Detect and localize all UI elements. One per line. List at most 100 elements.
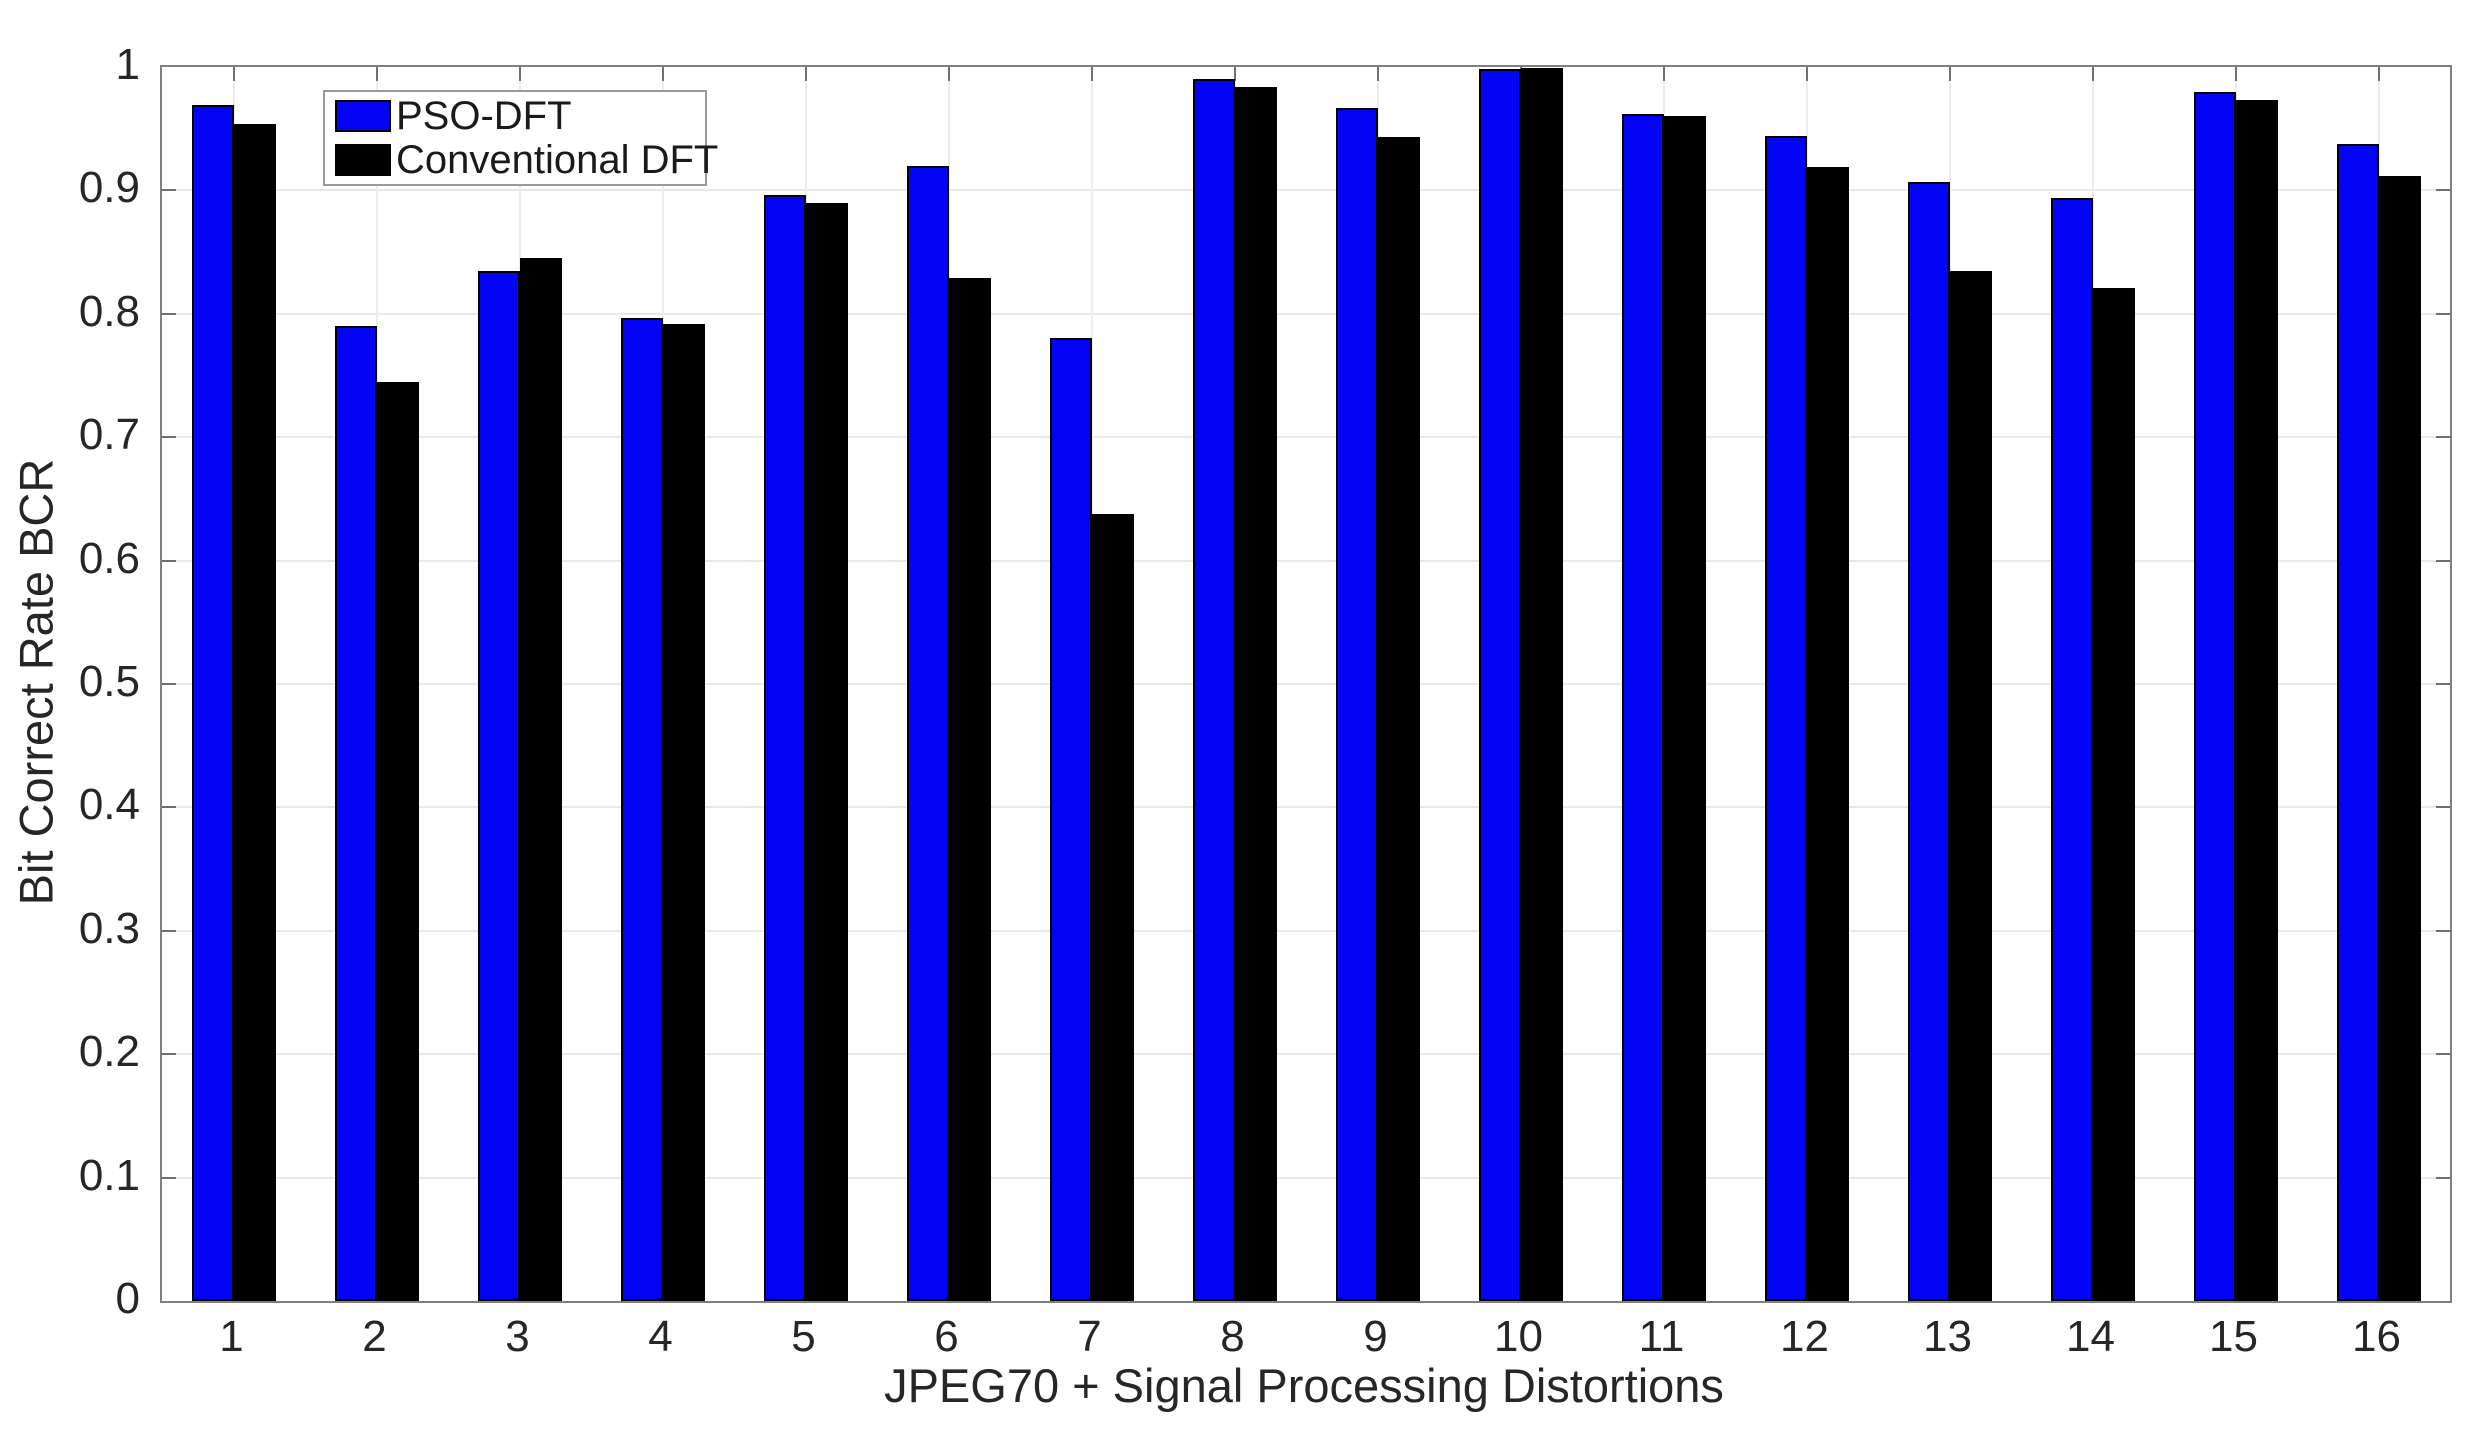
x-axis-label: JPEG70 + Signal Processing Distortions xyxy=(884,1359,1724,1412)
y-gridline xyxy=(162,189,2450,192)
bar-conventional-dft xyxy=(1234,87,1277,1301)
y-tick-mark-right xyxy=(2436,806,2450,809)
y-tick-label: 0.6 xyxy=(78,533,140,583)
y-tick-mark-left xyxy=(162,1176,176,1179)
bar-conventional-dft xyxy=(233,124,276,1301)
x-tick-mark-top xyxy=(2091,67,2094,81)
x-tick-mark-top xyxy=(661,67,664,81)
x-tick-label: 2 xyxy=(362,1312,387,1361)
bar-pso-dft xyxy=(906,166,949,1301)
x-tick-label: 12 xyxy=(1780,1312,1829,1361)
y-tick-mark-left xyxy=(162,312,176,315)
bar-pso-dft xyxy=(1907,182,1950,1301)
bar-pso-dft xyxy=(334,326,377,1301)
y-tick-mark-right xyxy=(2436,1053,2450,1056)
y-gridline xyxy=(162,1053,2450,1056)
x-tick-label: 15 xyxy=(2209,1312,2258,1361)
legend: PSO-DFT Conventional DFT xyxy=(323,90,718,186)
y-tick-mark-right xyxy=(2436,312,2450,315)
x-tick-mark-top xyxy=(518,67,521,81)
x-tick-mark-top xyxy=(804,67,807,81)
x-tick-label: 14 xyxy=(2066,1312,2115,1361)
bar-conventional-dft xyxy=(2378,176,2421,1301)
bar-pso-dft xyxy=(1049,338,1092,1301)
y-gridline xyxy=(162,436,2450,439)
x-tick-label: 13 xyxy=(1923,1312,1972,1361)
bar-pso-dft xyxy=(1478,69,1521,1301)
y-tick-mark-right xyxy=(2436,559,2450,562)
bar-pso-dft xyxy=(2336,144,2379,1301)
x-tick-label: 4 xyxy=(648,1312,673,1361)
y-tick-label: 0.3 xyxy=(78,903,140,953)
y-tick-label: 0 xyxy=(115,1274,140,1323)
y-gridline xyxy=(162,1176,2450,1179)
bar-pso-dft xyxy=(1621,114,1664,1301)
bar-pso-dft xyxy=(1764,136,1807,1301)
bar-pso-dft xyxy=(477,271,520,1301)
y-tick-mark-right xyxy=(2436,436,2450,439)
y-tick-label: 0.5 xyxy=(78,657,140,706)
legend-entry-conventional-dft: Conventional DFT xyxy=(335,140,718,180)
x-tick-label: 5 xyxy=(791,1312,816,1361)
y-tick-mark-right xyxy=(2436,189,2450,192)
legend-entry-pso-dft: PSO-DFT xyxy=(335,96,705,136)
legend-swatch-pso-dft xyxy=(335,100,391,132)
x-tick-label: 10 xyxy=(1494,1312,1543,1361)
y-tick-mark-left xyxy=(162,929,176,932)
y-gridline xyxy=(162,683,2450,685)
bar-pso-dft xyxy=(2193,92,2236,1301)
y-tick-mark-right xyxy=(2436,683,2450,685)
x-tick-mark-top xyxy=(375,67,378,81)
x-tick-label: 16 xyxy=(2352,1312,2401,1361)
bar-pso-dft xyxy=(1335,108,1378,1301)
x-tick-label: 11 xyxy=(1638,1312,1685,1361)
bar-conventional-dft xyxy=(1663,116,1706,1301)
bar-conventional-dft xyxy=(2235,100,2278,1301)
bar-conventional-dft xyxy=(662,324,705,1301)
y-tick-label: 0.7 xyxy=(78,410,140,460)
y-tick-mark-left xyxy=(162,436,176,439)
legend-label: Conventional DFT xyxy=(396,138,719,182)
bar-conventional-dft xyxy=(1091,514,1134,1301)
x-tick-mark-top xyxy=(232,67,235,81)
bar-conventional-dft xyxy=(2092,288,2135,1301)
x-tick-label: 6 xyxy=(934,1312,959,1361)
y-gridline xyxy=(162,929,2450,932)
x-tick-label: 9 xyxy=(1363,1312,1388,1361)
y-tick-mark-right xyxy=(2436,1176,2450,1179)
x-tick-mark-top xyxy=(1090,67,1093,81)
bar-conventional-dft xyxy=(805,203,848,1301)
bar-conventional-dft xyxy=(1520,68,1563,1301)
y-tick-label: 0.8 xyxy=(78,286,140,336)
y-tick-label: 0.1 xyxy=(78,1150,140,1200)
y-tick-mark-right xyxy=(2436,929,2450,932)
x-tick-mark-top xyxy=(1233,67,1236,81)
x-tick-label: 8 xyxy=(1220,1312,1245,1361)
x-tick-mark-top xyxy=(1805,67,1808,81)
y-tick-mark-left xyxy=(162,189,176,192)
bar-conventional-dft xyxy=(948,278,991,1301)
x-tick-mark-top xyxy=(2377,67,2380,81)
x-tick-mark-top xyxy=(1948,67,1951,81)
y-tick-label: 0.9 xyxy=(78,163,140,213)
x-tick-mark-top xyxy=(1662,67,1665,81)
y-tick-mark-left xyxy=(162,1053,176,1056)
bar-conventional-dft xyxy=(1949,271,1992,1301)
y-tick-label: 1 xyxy=(115,40,140,89)
y-tick-mark-left xyxy=(162,683,176,685)
y-tick-label: 0.4 xyxy=(78,780,140,830)
x-tick-label: 1 xyxy=(219,1312,244,1361)
bar-conventional-dft xyxy=(519,258,562,1301)
y-gridline xyxy=(162,559,2450,562)
plot-area xyxy=(160,65,2452,1303)
bar-conventional-dft xyxy=(376,382,419,1301)
bar-pso-dft xyxy=(620,318,663,1301)
legend-label: PSO-DFT xyxy=(396,94,572,138)
bar-conventional-dft xyxy=(1377,137,1420,1301)
bar-pso-dft xyxy=(191,105,234,1301)
y-gridline xyxy=(162,312,2450,315)
y-tick-label: 0.2 xyxy=(78,1027,140,1077)
x-tick-mark-top xyxy=(947,67,950,81)
bar-pso-dft xyxy=(2050,198,2093,1301)
bar-pso-dft xyxy=(763,195,806,1301)
